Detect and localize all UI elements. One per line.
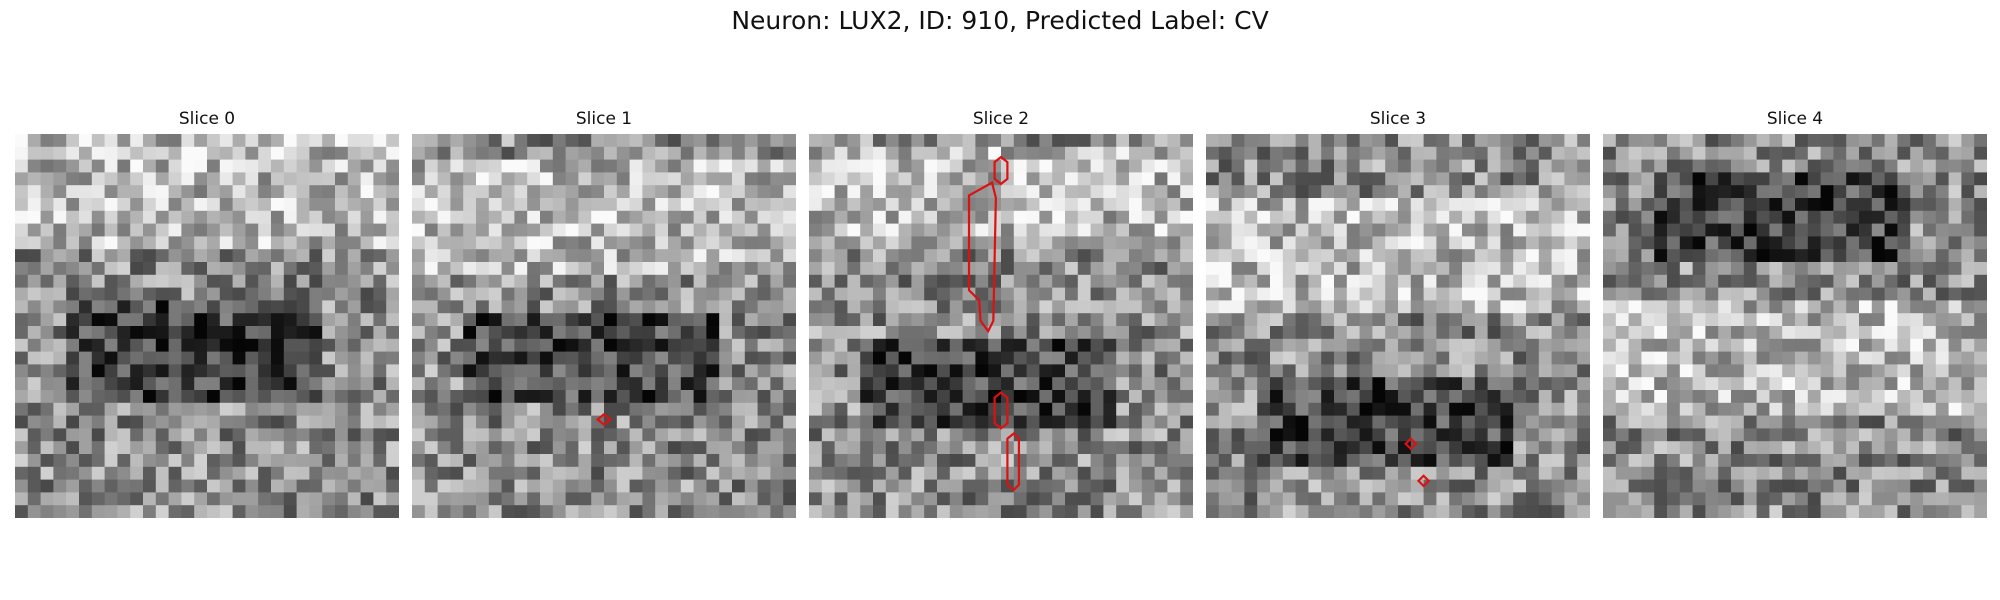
- slice-panel-1: Slice 1: [412, 108, 796, 518]
- slice-title-1: Slice 1: [575, 109, 633, 129]
- red-contour-1-0: [595, 412, 613, 426]
- microscopy-image-0: [15, 134, 399, 518]
- slice-panel-2: Slice 2: [809, 108, 1193, 518]
- microscopy-image-2: [809, 134, 1193, 518]
- microscopy-image-4: [1603, 134, 1987, 518]
- slice-panel-0: Slice 0: [15, 108, 399, 518]
- red-contour-3-0: [1404, 437, 1418, 451]
- microscopy-image-3: [1206, 134, 1590, 518]
- red-contour-3-1: [1416, 474, 1431, 488]
- red-contour-2-2: [993, 391, 1009, 430]
- red-contour-2-0: [993, 155, 1009, 186]
- microscopy-image-1: [412, 134, 796, 518]
- slice-title-3: Slice 3: [1369, 109, 1427, 129]
- red-contour-2-3: [1006, 432, 1021, 492]
- slice-title-4: Slice 4: [1766, 109, 1824, 129]
- slice-title-0: Slice 0: [178, 109, 236, 129]
- slice-title-2: Slice 2: [972, 109, 1030, 129]
- slice-panel-4: Slice 4: [1603, 108, 1987, 518]
- red-contour-2-1: [967, 180, 997, 334]
- figure-title: Neuron: LUX2, ID: 910, Predicted Label: …: [731, 6, 1269, 35]
- slice-panel-3: Slice 3: [1206, 108, 1590, 518]
